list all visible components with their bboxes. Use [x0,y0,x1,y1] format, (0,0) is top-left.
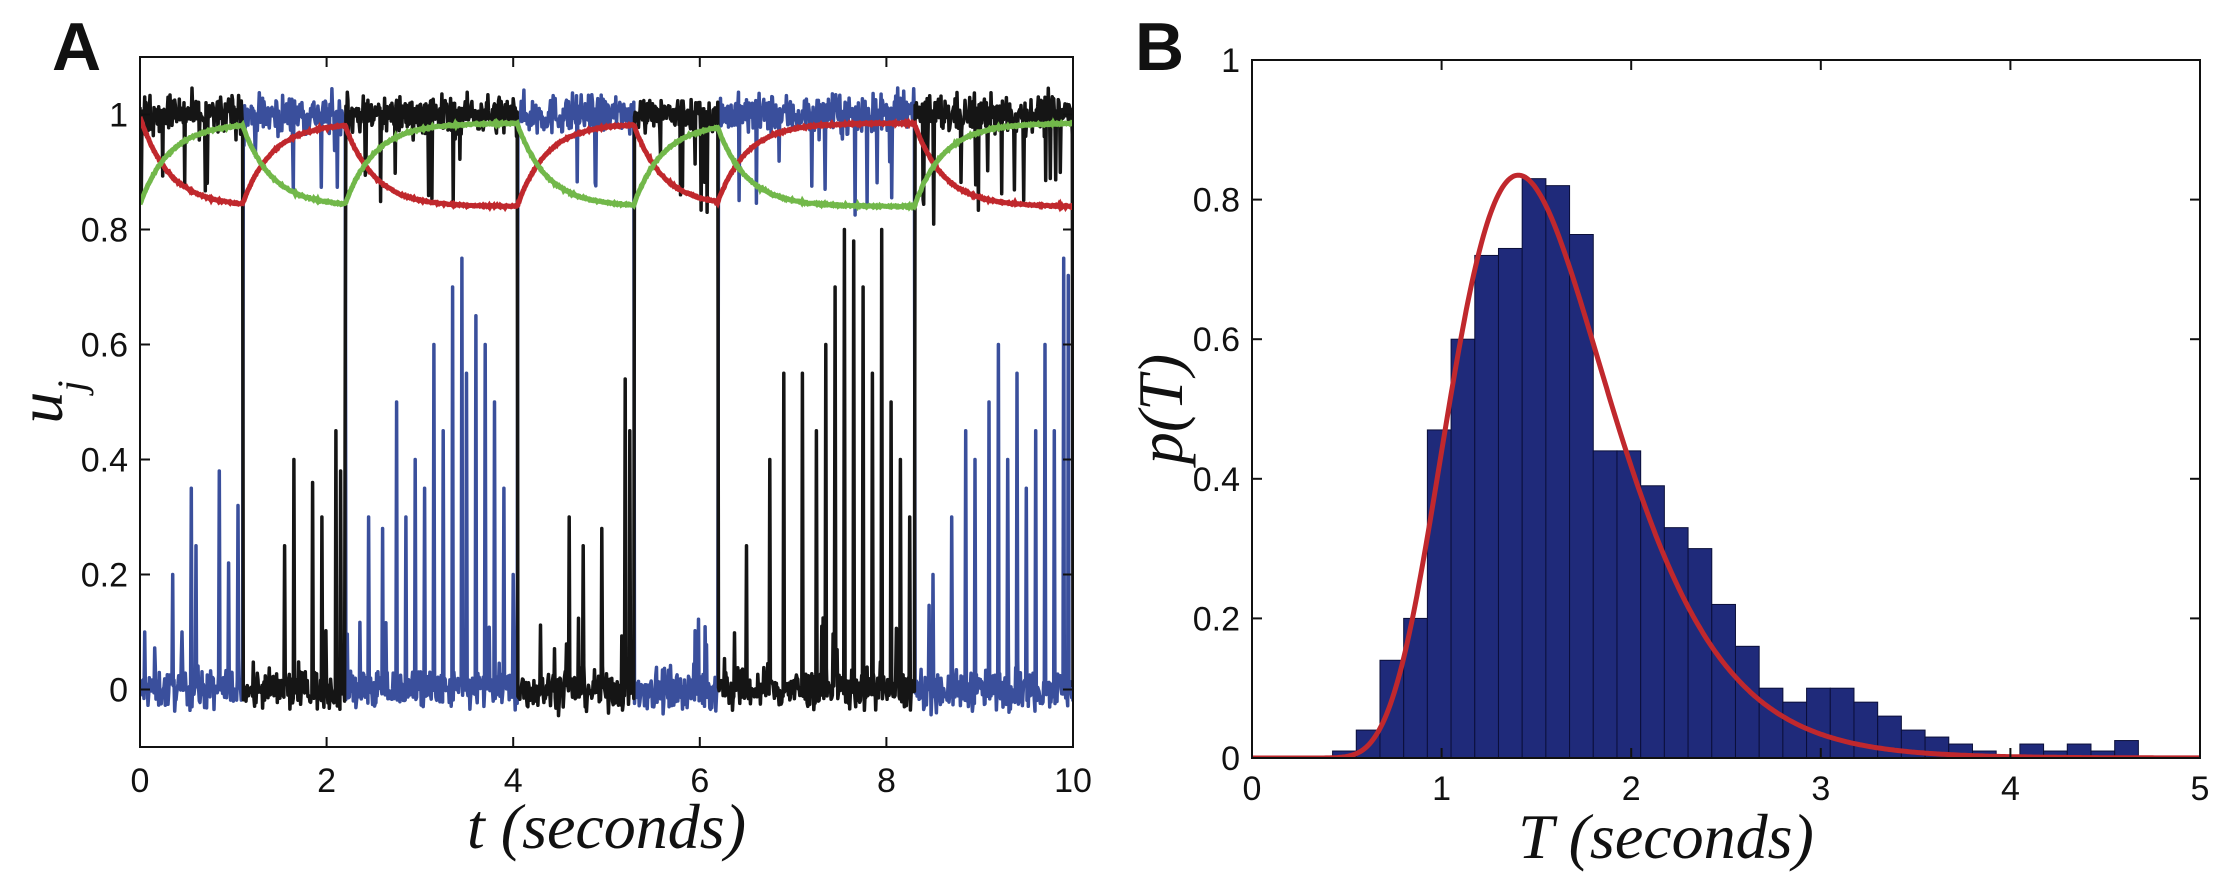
histogram-bar [1806,687,1831,758]
panel-a-frame [139,56,1074,748]
panel-a-ylabel-main: u [5,392,76,424]
histogram-bar [1545,185,1571,758]
a-xtick-label: 8 [877,762,896,800]
b-xtick-label: 2 [1622,770,1641,808]
b-ytick-label: 0.8 [1193,182,1240,220]
histogram-bar [1521,178,1547,758]
series-black-line [140,86,1073,718]
histogram-bar [1474,254,1499,758]
histogram-bar [1450,338,1476,758]
histogram-bar [1758,687,1784,758]
panel-a-xlabel: t (seconds) [467,791,746,862]
histogram-bar [1687,548,1713,758]
a-xtick-label: 4 [504,762,523,800]
a-ytick-label: 0.4 [81,442,128,480]
a-xtick-label: 0 [131,762,150,800]
histogram-bar [1829,687,1855,758]
histogram-bar [1569,234,1594,758]
b-xtick-label: 4 [2001,770,2020,808]
histogram-bar [1497,247,1523,758]
panel-a-ylabel-sub: j [49,380,94,396]
panel-b-ylabel: p(T) [1125,354,1196,468]
panel-a-ylabel: uj [5,380,94,423]
b-ytick-label: 0.2 [1193,600,1240,638]
a-xtick-label: 2 [317,762,336,800]
a-ytick-label: 0.2 [81,557,128,595]
a-ytick-label: 0.6 [81,327,128,365]
b-ytick-label: 0 [1221,740,1240,778]
histogram-bar [1592,450,1618,758]
panel-b-xlabel: T (seconds) [1518,801,1814,872]
b-xtick-label: 5 [2191,770,2210,808]
b-ytick-label: 0.4 [1193,461,1240,499]
b-ytick-label: 0.6 [1193,321,1240,359]
panel-b-chart: 0 1 2 3 4 5 0 0.2 0.4 0.6 0.8 1 T (seconds) p(T) [1125,42,2209,872]
a-xtick-label: 6 [690,762,709,800]
panel-letter-b: B [1135,9,1184,85]
histogram-bar [1711,603,1736,758]
a-ytick-label: 0 [109,672,128,710]
panel-letter-a: A [52,9,101,85]
a-ytick-label: 0.8 [81,212,128,250]
histogram-bar [1734,645,1760,758]
b-ytick-label: 1 [1221,42,1240,80]
a-ytick-label: 1 [109,97,128,135]
series-green-line [140,117,1073,212]
series-red-line [140,116,1073,213]
panel-b-frame [1251,59,2201,759]
b-xtick-label: 3 [1811,770,1830,808]
b-xtick-label: 0 [1243,770,1262,808]
histogram-bar [1782,701,1808,758]
panel-a-chart: 0 2 4 6 8 10 0 0.2 0.4 0.6 0.8 1 t (seconds) uj [5,56,1092,862]
histogram-bar [1616,450,1642,758]
a-xtick-label: 10 [1054,762,1092,800]
b-xtick-label: 1 [1432,770,1451,808]
